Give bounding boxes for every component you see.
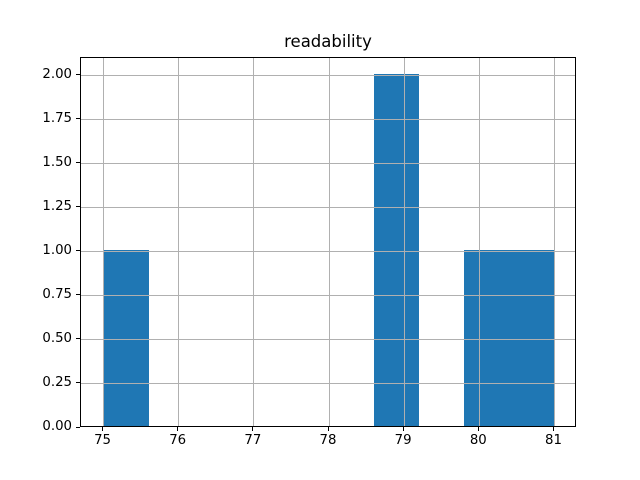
gridline-vertical — [328, 58, 330, 426]
y-tick-mark — [76, 382, 80, 384]
x-tick-label: 78 — [319, 433, 337, 448]
histogram-bar — [103, 249, 149, 426]
y-tick-label: 0.25 — [42, 374, 72, 390]
histogram-bar — [464, 249, 510, 426]
x-tick-label: 76 — [169, 433, 187, 448]
y-tick-label: 0.50 — [42, 330, 72, 346]
gridline-vertical — [253, 58, 255, 426]
gridline-horizontal — [81, 383, 575, 385]
y-tick-mark — [76, 294, 80, 296]
gridline-horizontal — [81, 295, 575, 297]
x-tick-mark — [552, 427, 554, 431]
x-tick-mark — [402, 427, 404, 431]
y-tick-mark — [76, 338, 80, 340]
gridline-vertical — [103, 58, 105, 426]
y-tick-mark — [76, 74, 80, 76]
x-tick-mark — [327, 427, 329, 431]
y-tick-label: 2.00 — [42, 66, 72, 82]
y-tick-mark — [76, 206, 80, 208]
plot-area — [80, 57, 576, 427]
gridline-horizontal — [81, 75, 575, 77]
y-tick-label: 1.00 — [42, 242, 72, 258]
y-tick-mark — [76, 426, 80, 428]
gridline-vertical — [478, 58, 480, 426]
y-tick-label: 1.25 — [42, 198, 72, 214]
y-tick-label: 1.50 — [42, 154, 72, 170]
y-tick-label: 1.75 — [42, 110, 72, 126]
y-tick-label: 0.75 — [42, 286, 72, 302]
y-tick-mark — [76, 162, 80, 164]
gridline-horizontal — [81, 119, 575, 121]
x-tick-label: 80 — [469, 433, 487, 448]
x-tick-mark — [252, 427, 254, 431]
chart-title: readability — [284, 32, 372, 51]
gridline-horizontal — [81, 339, 575, 341]
y-tick-label: 0.00 — [42, 419, 72, 434]
x-tick-label: 75 — [94, 433, 111, 448]
x-tick-mark — [477, 427, 479, 431]
gridline-horizontal — [81, 163, 575, 165]
x-tick-label: 77 — [244, 433, 262, 448]
x-tick-label: 81 — [544, 433, 562, 448]
y-tick-mark — [76, 118, 80, 120]
gridline-vertical — [553, 58, 555, 426]
x-tick-label: 79 — [394, 433, 412, 448]
y-tick-mark — [76, 250, 80, 252]
gridline-horizontal — [81, 207, 575, 209]
gridline-vertical — [178, 58, 180, 426]
histogram-bar — [374, 73, 420, 426]
histogram-bar — [509, 249, 555, 426]
x-tick-mark — [102, 427, 104, 431]
gridline-vertical — [403, 58, 405, 426]
gridline-horizontal — [81, 251, 575, 253]
x-tick-mark — [177, 427, 179, 431]
